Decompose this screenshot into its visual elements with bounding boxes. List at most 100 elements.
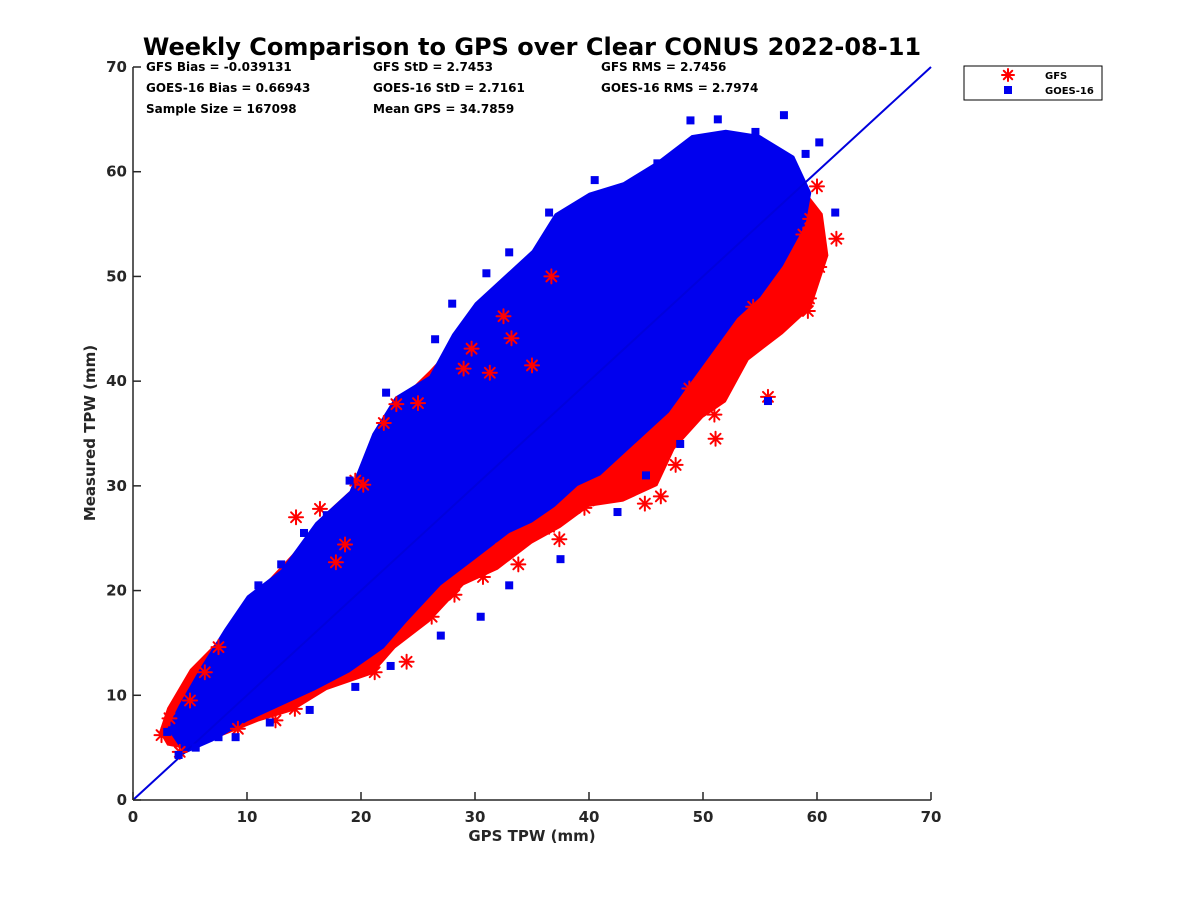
goes16-point: [482, 269, 491, 278]
goes16-point: [751, 127, 760, 136]
gfs-point: [799, 302, 816, 319]
gfs-point: [811, 259, 828, 276]
gfs-point: [607, 471, 624, 488]
goes16-point: [528, 481, 536, 490]
stat-value: GFS RMS = 2.7456: [601, 60, 726, 74]
gfs-point: [729, 326, 746, 343]
goes16-point: [265, 718, 274, 727]
gfs-point: [288, 509, 305, 526]
goes16-point: [402, 441, 411, 450]
x-tick-label: 70: [921, 808, 942, 826]
goes16-point: [476, 612, 485, 621]
goes16-point: [619, 408, 628, 417]
gfs-point: [410, 395, 426, 412]
goes16-point: [763, 397, 772, 406]
stat-value: GOES-16 RMS = 2.7974: [601, 81, 758, 95]
gfs-point: [423, 608, 440, 625]
x-tick-label: 60: [807, 808, 828, 826]
axes: 0 10 20 30 40 50 60 70 0 10 20 30 40 50 60 70: [106, 58, 941, 826]
goes16-point: [322, 511, 331, 520]
data-points: [153, 111, 845, 760]
goes16-point: [436, 631, 445, 640]
stat-value: GFS StD = 2.7453: [373, 60, 493, 74]
goes16-point: [686, 116, 695, 125]
goes16-point: [653, 159, 662, 168]
goes16-point: [386, 661, 395, 670]
gfs-point: [311, 500, 328, 517]
gfs-point: [446, 586, 463, 603]
gfs-point: [510, 556, 527, 573]
chart-title: Weekly Comparison to GPS over Clear CONU…: [143, 33, 921, 61]
statistics-block: GFS Bias = -0.039131 GFS StD = 2.7453 GFS …: [146, 60, 758, 116]
gfs-point: [474, 568, 491, 585]
goes16-point: [613, 508, 622, 517]
goes16-point: [831, 208, 840, 217]
goes16-point: [231, 733, 240, 742]
x-tick-label: 40: [579, 808, 600, 826]
gfs-point: [721, 352, 738, 369]
gfs-point: [210, 639, 227, 656]
goes16-point: [305, 705, 314, 714]
y-tick-label: 50: [106, 267, 127, 285]
gfs-point: [585, 490, 602, 507]
legend-goes16-label: GOES-16: [1045, 86, 1094, 97]
goes16-point: [163, 727, 172, 736]
gfs-point: [809, 233, 825, 250]
goes16-point: [382, 388, 391, 397]
gfs-point: [681, 380, 698, 397]
y-tick-label: 70: [106, 58, 127, 76]
x-tick-label: 50: [693, 808, 714, 826]
one-to-one-line: [132, 66, 932, 801]
x-axis-label: GPS TPW (mm): [468, 827, 595, 845]
gfs-point: [667, 456, 684, 473]
gfs-point: [481, 364, 498, 381]
goes16-point: [345, 476, 354, 485]
gfs-point: [286, 700, 303, 717]
goes16-point: [607, 209, 616, 218]
goes16-point: [545, 208, 554, 217]
y-tick-label: 40: [106, 372, 127, 390]
goes16-cloud: [167, 129, 812, 754]
stat-value: GOES-16 Bias = 0.66943: [146, 81, 310, 95]
y-axis-label: Measured TPW (mm): [81, 345, 99, 521]
gfs-point: [541, 518, 558, 535]
goes16-point: [676, 439, 685, 448]
gfs-point: [787, 265, 804, 282]
gfs-point: [543, 268, 560, 285]
x-tick-label: 30: [465, 808, 486, 826]
gfs-point: [652, 488, 669, 505]
goes16-point: [767, 199, 776, 208]
goes16-point: [214, 733, 223, 742]
gfs-point: [495, 308, 512, 325]
goes16-point: [779, 111, 788, 120]
goes16-point: [562, 224, 571, 233]
y-tick-label: 30: [106, 477, 127, 495]
goes16-point: [505, 248, 514, 257]
gfs-point: [493, 540, 510, 557]
gfs-point: [828, 230, 845, 247]
gfs-point: [707, 430, 724, 447]
x-tick-label: 20: [351, 808, 372, 826]
goes16-point: [357, 617, 365, 626]
gfs-point: [802, 210, 819, 227]
gfs-point: [463, 340, 480, 357]
legend-gfs-marker: [1001, 68, 1015, 82]
stat-value: Sample Size = 167098: [146, 102, 297, 116]
goes16-point: [448, 299, 457, 308]
gfs-point: [503, 330, 520, 347]
goes16-point: [801, 149, 810, 158]
gfs-point: [388, 396, 405, 413]
gfs-point: [161, 710, 178, 727]
goes16-point: [505, 581, 514, 590]
gfs-point: [366, 664, 383, 681]
goes16-point: [254, 581, 263, 590]
gfs-point: [706, 406, 723, 423]
x-tick-label: 10: [237, 808, 258, 826]
goes16-point: [642, 471, 650, 480]
gfs-point: [622, 455, 639, 472]
y-tick-label: 10: [106, 686, 127, 704]
gfs-point: [551, 531, 568, 548]
gfs-point: [795, 226, 812, 243]
